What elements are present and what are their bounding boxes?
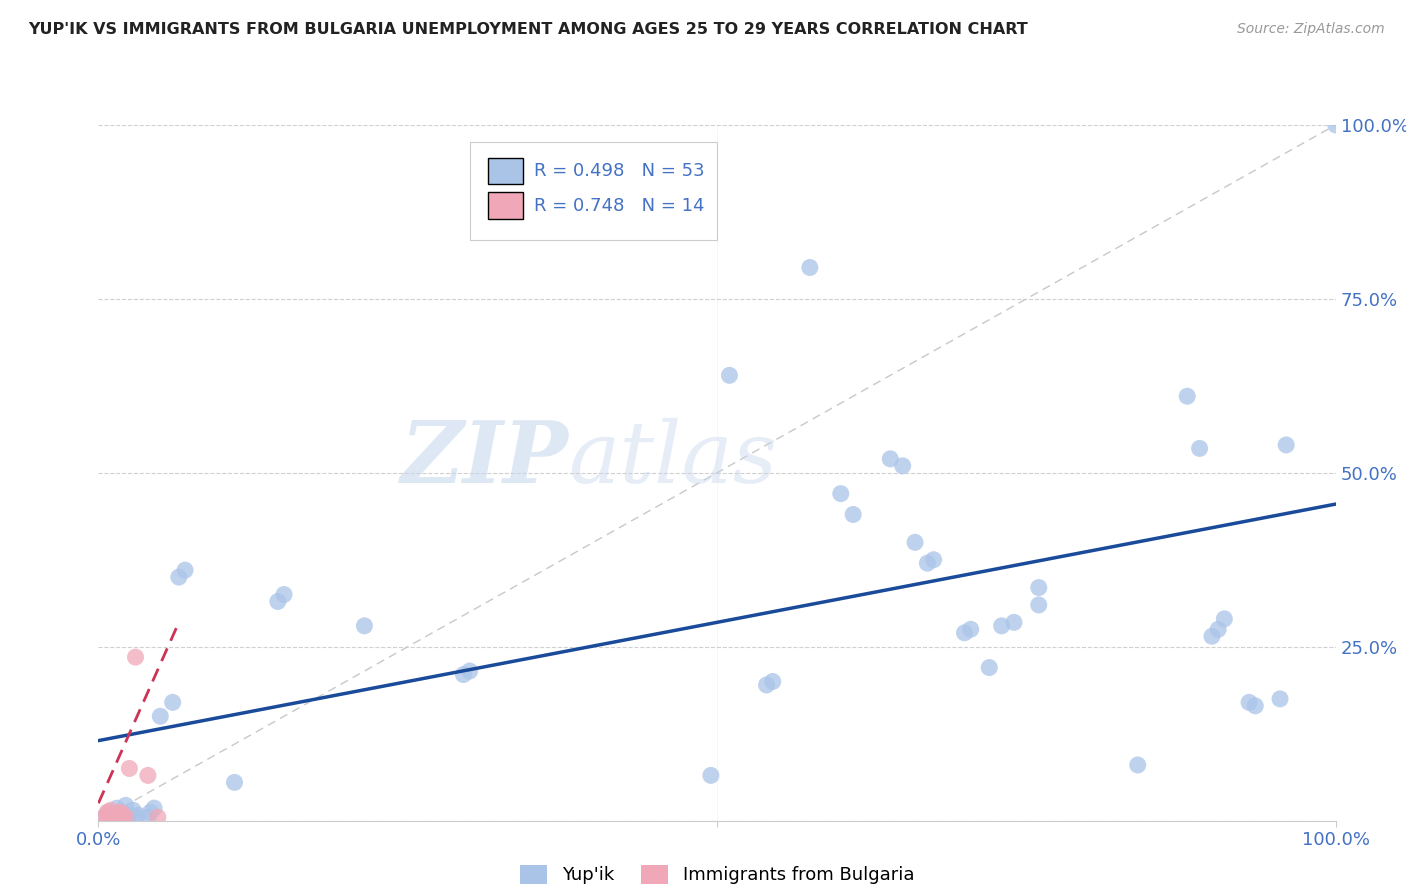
Yup'ik: [224, 775, 246, 789]
Yup'ik: [110, 810, 132, 824]
Immigrants from Bulgaria: [108, 810, 131, 824]
Y-axis label: Unemployment Among Ages 25 to 29 years: Unemployment Among Ages 25 to 29 years: [0, 291, 8, 655]
Yup'ik: [1237, 695, 1260, 709]
Text: Source: ZipAtlas.com: Source: ZipAtlas.com: [1237, 22, 1385, 37]
Yup'ik: [700, 768, 723, 782]
Yup'ik: [1126, 758, 1149, 772]
Yup'ik: [167, 570, 190, 584]
Yup'ik: [103, 810, 125, 824]
Yup'ik: [953, 625, 976, 640]
Immigrants from Bulgaria: [124, 650, 146, 665]
Yup'ik: [139, 805, 162, 820]
Yup'ik: [97, 805, 120, 820]
Yup'ik: [959, 623, 981, 637]
Yup'ik: [718, 368, 741, 383]
Yup'ik: [830, 486, 852, 500]
Yup'ik: [127, 808, 149, 822]
Yup'ik: [114, 798, 136, 813]
Yup'ik: [273, 587, 295, 601]
Yup'ik: [149, 709, 172, 723]
Yup'ik: [1324, 118, 1347, 132]
Yup'ik: [799, 260, 821, 275]
Immigrants from Bulgaria: [146, 810, 169, 824]
Yup'ik: [1201, 629, 1223, 643]
Yup'ik: [1028, 598, 1050, 612]
Yup'ik: [122, 803, 145, 817]
Yup'ik: [755, 678, 778, 692]
FancyBboxPatch shape: [488, 193, 523, 219]
FancyBboxPatch shape: [470, 142, 717, 240]
Yup'ik: [990, 619, 1012, 633]
Text: R = 0.498   N = 53: R = 0.498 N = 53: [534, 161, 704, 180]
Immigrants from Bulgaria: [112, 808, 135, 822]
Immigrants from Bulgaria: [105, 806, 128, 821]
Legend: Yup'ik, Immigrants from Bulgaria: Yup'ik, Immigrants from Bulgaria: [513, 858, 921, 892]
Yup'ik: [1002, 615, 1025, 630]
Text: atlas: atlas: [568, 417, 778, 500]
Yup'ik: [904, 535, 927, 549]
Yup'ik: [105, 801, 128, 815]
Yup'ik: [1268, 692, 1291, 706]
Yup'ik: [458, 664, 481, 678]
Yup'ik: [267, 594, 290, 608]
Immigrants from Bulgaria: [110, 805, 132, 820]
Immigrants from Bulgaria: [136, 768, 159, 782]
Immigrants from Bulgaria: [100, 803, 122, 817]
Yup'ik: [136, 810, 159, 824]
Yup'ik: [1175, 389, 1198, 403]
Yup'ik: [1213, 612, 1236, 626]
Yup'ik: [1275, 438, 1298, 452]
Immigrants from Bulgaria: [103, 810, 125, 824]
Yup'ik: [979, 660, 1001, 674]
Yup'ik: [1188, 442, 1211, 456]
Text: R = 0.748   N = 14: R = 0.748 N = 14: [534, 196, 704, 215]
Yup'ik: [922, 552, 945, 567]
Immigrants from Bulgaria: [93, 810, 115, 824]
Yup'ik: [174, 563, 197, 577]
Yup'ik: [762, 674, 785, 689]
Yup'ik: [93, 810, 115, 824]
Yup'ik: [917, 556, 939, 570]
Yup'ik: [842, 508, 865, 522]
Text: YUP'IK VS IMMIGRANTS FROM BULGARIA UNEMPLOYMENT AMONG AGES 25 TO 29 YEARS CORREL: YUP'IK VS IMMIGRANTS FROM BULGARIA UNEMP…: [28, 22, 1028, 37]
Immigrants from Bulgaria: [96, 805, 118, 820]
Immigrants from Bulgaria: [97, 808, 120, 822]
Immigrants from Bulgaria: [114, 810, 136, 824]
FancyBboxPatch shape: [488, 158, 523, 184]
Yup'ik: [112, 806, 135, 821]
Yup'ik: [453, 667, 475, 681]
Yup'ik: [1028, 581, 1050, 595]
Yup'ik: [353, 619, 375, 633]
Yup'ik: [162, 695, 184, 709]
Text: ZIP: ZIP: [401, 417, 568, 500]
Yup'ik: [1244, 698, 1267, 713]
Yup'ik: [143, 801, 166, 815]
Yup'ik: [118, 808, 141, 822]
Yup'ik: [1206, 623, 1229, 637]
Yup'ik: [124, 810, 146, 824]
Immigrants from Bulgaria: [118, 761, 141, 775]
Yup'ik: [891, 458, 914, 473]
Yup'ik: [879, 451, 901, 466]
